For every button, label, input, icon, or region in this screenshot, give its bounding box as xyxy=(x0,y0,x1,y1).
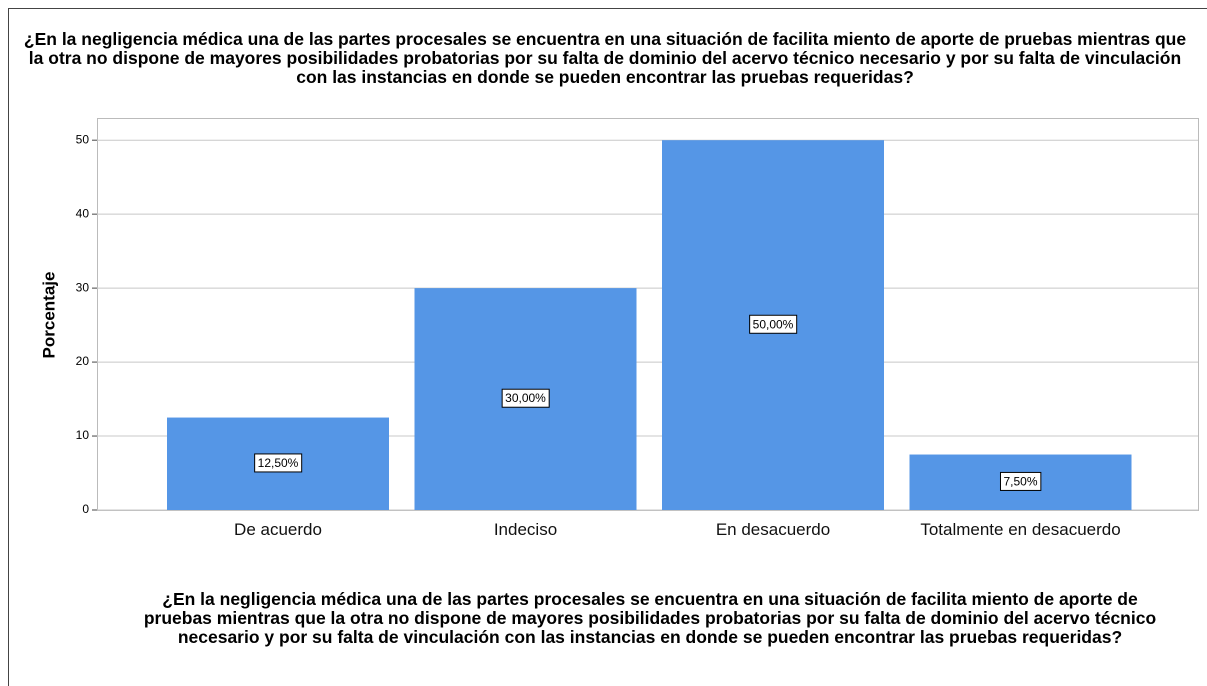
x-tick-label: Indeciso xyxy=(493,520,558,539)
y-tick-label: 20 xyxy=(76,354,90,368)
frame xyxy=(8,8,1207,686)
value-label-text: 50,00% xyxy=(753,317,794,331)
value-label-text: 30,00% xyxy=(505,391,546,405)
value-label: 30,00% xyxy=(501,388,550,408)
x-tick-label: Totalmente en desacuerdo xyxy=(920,520,1121,539)
value-label-box xyxy=(501,388,550,408)
value-label: 50,00% xyxy=(749,314,798,334)
value-label-box xyxy=(749,314,798,334)
chart-title: ¿En la negligencia médica una de las par… xyxy=(23,29,1187,87)
value-label-text: 12,50% xyxy=(258,456,299,470)
value-label: 7,50% xyxy=(999,471,1042,491)
x-axis-label: ¿En la negligencia médica una de las par… xyxy=(143,589,1157,647)
y-tick-label: 10 xyxy=(76,428,90,442)
x-tick-label: En desacuerdo xyxy=(715,520,831,539)
value-label-text: 7,50% xyxy=(1003,474,1037,488)
y-tick-label: 0 xyxy=(82,502,89,516)
y-tick-label: 40 xyxy=(76,206,90,220)
x-tick-label: De acuerdo xyxy=(234,520,322,539)
value-label-box xyxy=(999,471,1042,491)
y-tick-label: 30 xyxy=(76,280,90,294)
value-label-box xyxy=(254,453,303,473)
y-tick-label: 50 xyxy=(76,132,90,146)
y-axis-label: Porcentaje xyxy=(39,272,58,359)
value-label: 12,50% xyxy=(254,453,303,473)
